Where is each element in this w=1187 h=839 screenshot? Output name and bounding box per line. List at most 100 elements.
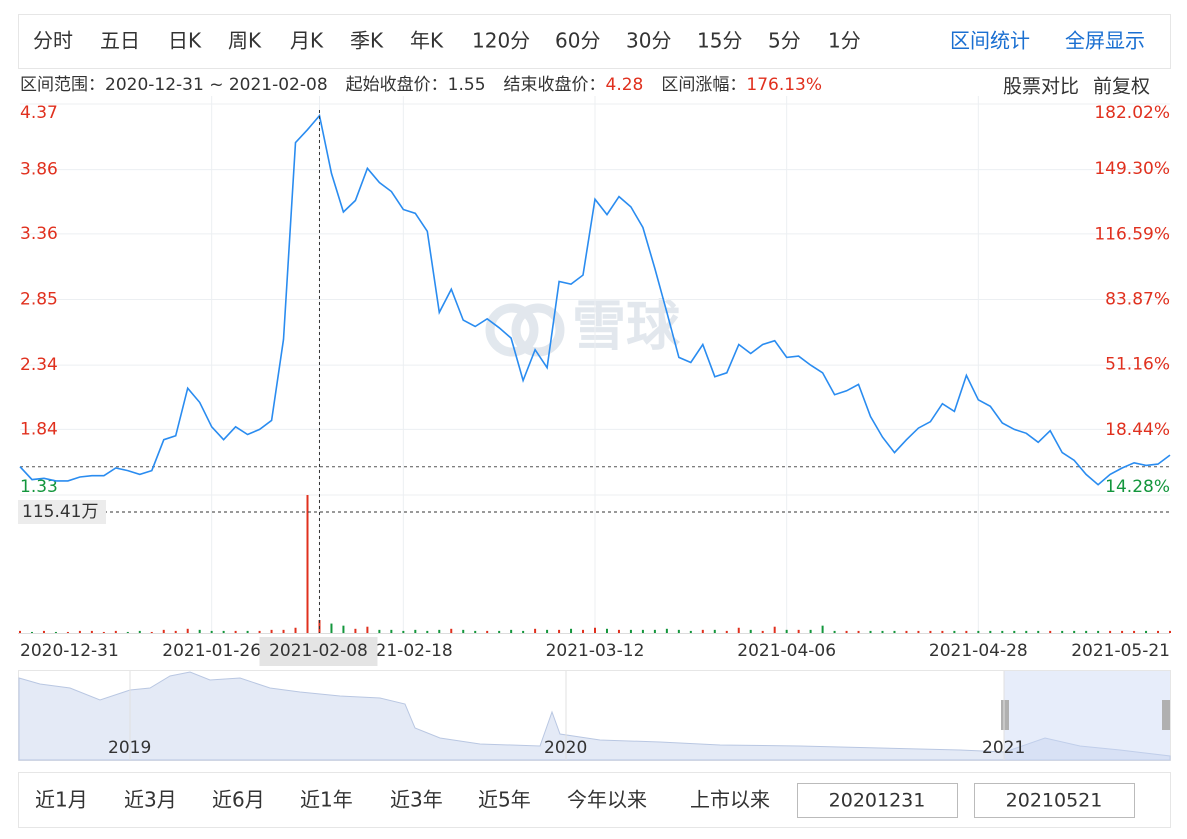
period-tab[interactable]: 月K xyxy=(290,29,324,53)
preset[interactable]: 近3年 xyxy=(390,788,443,812)
period-tab[interactable]: 日K xyxy=(168,29,202,53)
y2-tick-label: 14.28% xyxy=(1105,477,1170,497)
compare-option[interactable]: 股票对比 xyxy=(1003,76,1079,98)
preset[interactable]: 今年以来 xyxy=(567,788,647,812)
volume-bar xyxy=(641,629,644,633)
range-info: 区间范围：2020-12-31 ~ 2021-02-08 起始收盘价：1.55 结束… xyxy=(20,75,822,95)
volume-bar xyxy=(1157,630,1160,633)
volume-bar xyxy=(222,630,225,633)
period-tab[interactable]: 周K xyxy=(228,29,262,53)
x-tick-label: 2021-02-18 xyxy=(354,641,453,661)
start-price: 1.55 xyxy=(448,75,486,95)
period-tab[interactable]: 5分 xyxy=(768,29,801,53)
period-tab[interactable]: 分时 xyxy=(33,29,73,53)
period-bar xyxy=(18,14,1171,69)
end-date-input[interactable] xyxy=(974,783,1135,818)
navigator-window[interactable] xyxy=(1004,671,1170,760)
volume-bar xyxy=(378,629,381,633)
volume-bar xyxy=(486,630,489,633)
volume-bar xyxy=(546,629,549,633)
watermark-text: 雪球 xyxy=(572,295,681,358)
volume-bar xyxy=(737,627,740,633)
volume-bar xyxy=(1061,630,1064,633)
volume-bar xyxy=(474,630,477,633)
volume-bar xyxy=(330,623,333,633)
volume-bar xyxy=(965,630,968,633)
x-tick-label: 2021-04-06 xyxy=(737,641,836,661)
volume-bar xyxy=(953,630,956,633)
period-tab[interactable]: 30分 xyxy=(626,29,671,53)
volume-bar xyxy=(366,626,369,633)
preset[interactable]: 近5年 xyxy=(478,788,531,812)
volume-bar xyxy=(761,630,764,633)
volume-bar xyxy=(498,630,501,633)
period-tab[interactable]: 五日 xyxy=(100,29,140,53)
volume-bar xyxy=(1085,630,1088,633)
volume-bar xyxy=(342,625,345,633)
start-date[interactable]: 20201231 xyxy=(829,790,926,812)
preset[interactable]: 近6月 xyxy=(212,788,265,812)
volume-bar xyxy=(30,631,33,633)
volume-bar xyxy=(917,630,920,633)
preset[interactable]: 近1月 xyxy=(35,788,88,812)
period-tab[interactable]: 60分 xyxy=(555,29,600,53)
action-link[interactable]: 区间统计 xyxy=(950,29,1030,53)
volume-bar xyxy=(629,629,632,633)
volume-bar xyxy=(150,631,153,633)
volume-bar xyxy=(138,630,141,633)
period-tab[interactable]: 年K xyxy=(410,29,444,53)
volume-bar xyxy=(90,630,93,633)
action-link[interactable]: 全屏显示 xyxy=(1065,29,1145,53)
volume-bar xyxy=(210,630,213,633)
volume-bar xyxy=(102,631,105,633)
navigator-label: 2021 xyxy=(982,738,1025,758)
y-tick-label: 1.33 xyxy=(20,477,58,497)
y-tick-label: 3.36 xyxy=(20,224,58,244)
volume-bar xyxy=(270,629,273,633)
period-tab[interactable]: 15分 xyxy=(697,29,742,53)
navigator-label: 2020 xyxy=(544,738,587,758)
period-tab[interactable]: 1分 xyxy=(828,29,861,53)
volume-bar xyxy=(665,628,668,633)
volume-bar xyxy=(893,630,896,633)
y2-tick-label: 18.44% xyxy=(1105,420,1170,440)
preset[interactable]: 近3月 xyxy=(124,788,177,812)
adjust-option[interactable]: 前复权 xyxy=(1093,76,1150,98)
y2-tick-label: 83.87% xyxy=(1105,290,1170,310)
preset[interactable]: 近1年 xyxy=(300,788,353,812)
volume-bar xyxy=(594,627,596,633)
volume-bar xyxy=(773,626,776,633)
end-price: 4.28 xyxy=(606,75,644,95)
range: 2020-12-31 ~ 2021-02-08 xyxy=(105,75,328,95)
volume-bar xyxy=(785,629,788,633)
volume-bar xyxy=(977,630,980,633)
y-tick-label: 2.85 xyxy=(20,290,58,310)
volume-bar xyxy=(1145,630,1148,633)
start-date-input[interactable] xyxy=(797,783,958,818)
volume-bar xyxy=(198,629,201,633)
volume-bar xyxy=(258,630,261,633)
volume-bar xyxy=(809,629,812,633)
navigator-handle[interactable] xyxy=(1162,700,1170,730)
volume-bar xyxy=(833,630,836,633)
volume-bar xyxy=(19,630,21,633)
preset[interactable]: 上市以来 xyxy=(690,788,770,812)
volume-bar xyxy=(582,629,585,633)
volume-bar xyxy=(510,629,513,633)
volume-bar xyxy=(294,627,297,633)
volume-bar xyxy=(42,630,45,633)
volume-bar xyxy=(1121,630,1124,633)
navigator-handle[interactable] xyxy=(1001,700,1009,730)
volume-bar xyxy=(162,629,165,633)
volume-bar xyxy=(66,631,69,633)
period-tab[interactable]: 120分 xyxy=(472,29,530,53)
range-label: 区间范围： xyxy=(20,75,105,95)
end-date[interactable]: 20210521 xyxy=(1006,790,1103,812)
period-tab[interactable]: 季K xyxy=(350,29,384,53)
volume-bar xyxy=(1169,630,1171,633)
volume-bar xyxy=(1025,630,1028,633)
y-tick-label: 3.86 xyxy=(20,160,58,180)
volume-bar xyxy=(570,628,573,633)
volume-bar xyxy=(438,629,441,633)
x-tick-label: 2021-04-28 xyxy=(929,641,1028,661)
